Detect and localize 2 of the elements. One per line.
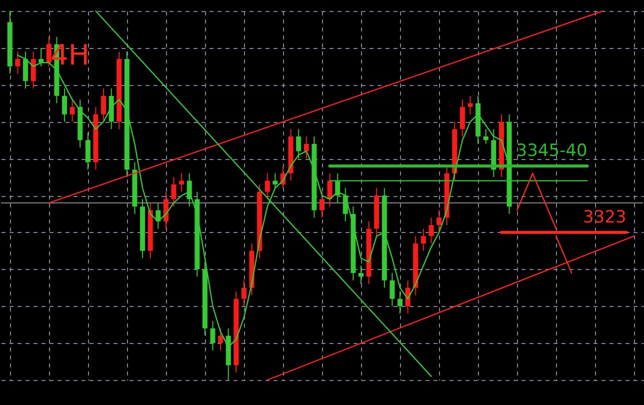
series-label: 3323 (583, 207, 626, 228)
series-label: 3345-40 (516, 140, 588, 161)
